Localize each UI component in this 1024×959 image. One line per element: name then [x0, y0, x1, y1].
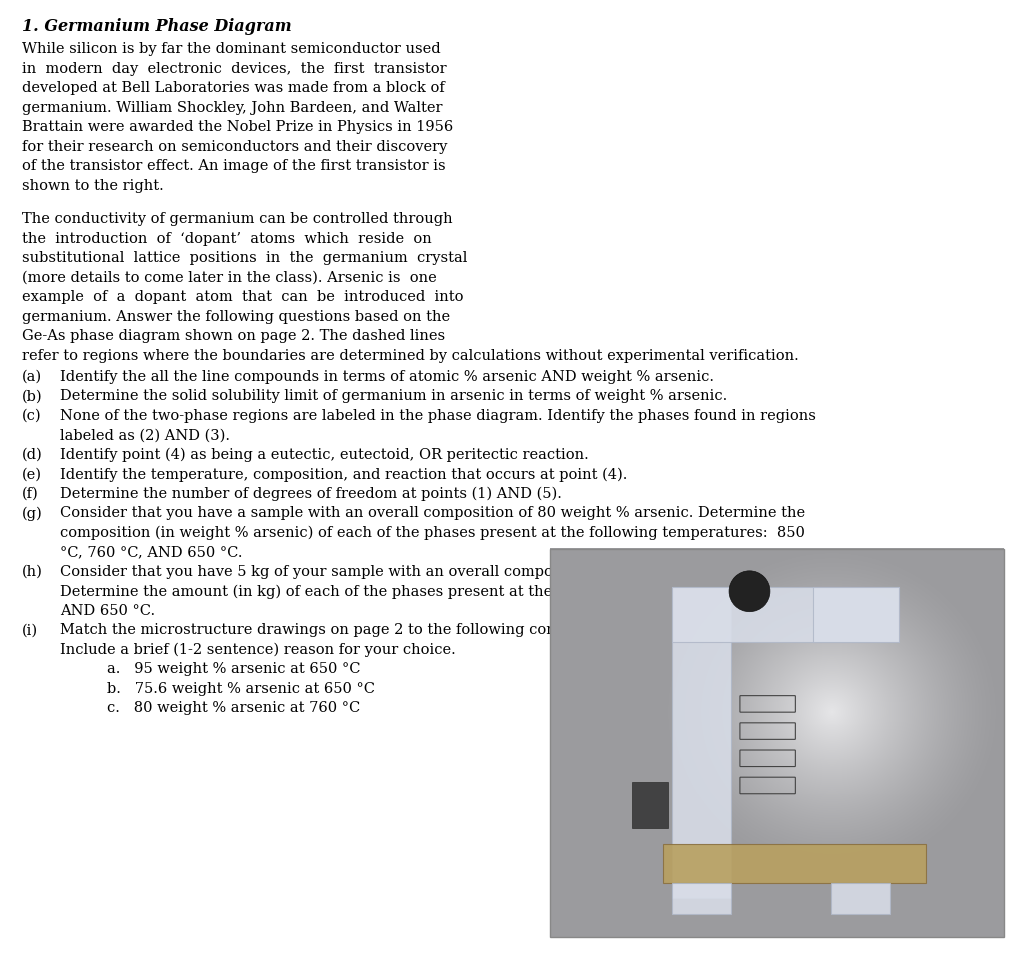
Text: the  introduction  of  ‘dopant’  atoms  which  reside  on: the introduction of ‘dopant’ atoms which… — [22, 231, 432, 246]
Text: 1. Germanium Phase Diagram: 1. Germanium Phase Diagram — [22, 18, 292, 35]
Bar — [632, 782, 668, 829]
Text: of the transistor effect. An image of the first transistor is: of the transistor effect. An image of th… — [22, 159, 445, 174]
Text: AND 650 °C.: AND 650 °C. — [60, 604, 155, 618]
Text: Match the microstructure drawings on page 2 to the following composition/tempera: Match the microstructure drawings on pag… — [60, 623, 804, 638]
Text: Consider that you have 5 kg of your sample with an overall composition of 80 wei: Consider that you have 5 kg of your samp… — [60, 565, 774, 579]
Text: in  modern  day  electronic  devices,  the  first  transistor: in modern day electronic devices, the fi… — [22, 62, 446, 76]
Bar — [673, 587, 731, 898]
Text: a.   95 weight % arsenic at 650 °C: a. 95 weight % arsenic at 650 °C — [106, 663, 360, 676]
Text: Consider that you have a sample with an overall composition of 80 weight % arsen: Consider that you have a sample with an … — [60, 506, 805, 521]
Text: Ge-As phase diagram shown on page 2. The dashed lines: Ge-As phase diagram shown on page 2. The… — [22, 329, 445, 343]
Text: (g): (g) — [22, 506, 43, 521]
Text: (d): (d) — [22, 448, 43, 462]
Text: Determine the amount (in kg) of each of the phases present at the following temp: Determine the amount (in kg) of each of … — [60, 584, 792, 598]
Text: Identify point (4) as being a eutectic, eutectoid, OR peritectic reaction.: Identify point (4) as being a eutectic, … — [60, 448, 589, 462]
Text: b.   75.6 weight % arsenic at 650 °C: b. 75.6 weight % arsenic at 650 °C — [106, 682, 375, 696]
Text: (f): (f) — [22, 487, 39, 501]
Text: labeled as (2) AND (3).: labeled as (2) AND (3). — [60, 429, 230, 442]
Text: °C, 760 °C, AND 650 °C.: °C, 760 °C, AND 650 °C. — [60, 546, 243, 559]
Text: (i): (i) — [22, 623, 38, 638]
Bar — [673, 882, 731, 914]
Text: Include a brief (1-2 sentence) reason for your choice.: Include a brief (1-2 sentence) reason fo… — [60, 643, 456, 657]
Text: Brattain were awarded the Nobel Prize in Physics in 1956: Brattain were awarded the Nobel Prize in… — [22, 121, 454, 134]
Text: Identify the temperature, composition, and reaction that occurs at point (4).: Identify the temperature, composition, a… — [60, 467, 628, 481]
Text: (a): (a) — [22, 370, 42, 384]
Bar — [673, 587, 899, 642]
Circle shape — [729, 571, 770, 612]
Bar — [813, 587, 899, 642]
Text: (b): (b) — [22, 389, 43, 404]
Text: Determine the number of degrees of freedom at points (1) AND (5).: Determine the number of degrees of freed… — [60, 487, 562, 502]
Text: for their research on semiconductors and their discovery: for their research on semiconductors and… — [22, 140, 447, 153]
Text: Identify the all the line compounds in terms of atomic % arsenic AND weight % ar: Identify the all the line compounds in t… — [60, 370, 714, 384]
Text: refer to regions where the boundaries are determined by calculations without exp: refer to regions where the boundaries ar… — [22, 348, 799, 363]
Text: composition (in weight % arsenic) of each of the phases present at the following: composition (in weight % arsenic) of eac… — [60, 526, 805, 540]
Text: (c): (c) — [22, 409, 42, 423]
Text: developed at Bell Laboratories was made from a block of: developed at Bell Laboratories was made … — [22, 82, 444, 95]
Text: substitutional  lattice  positions  in  the  germanium  crystal: substitutional lattice positions in the … — [22, 251, 467, 265]
Text: germanium. William Shockley, John Bardeen, and Walter: germanium. William Shockley, John Bardee… — [22, 101, 442, 115]
Text: Determine the solid solubility limit of germanium in arsenic in terms of weight : Determine the solid solubility limit of … — [60, 389, 727, 404]
Bar — [664, 844, 927, 882]
Bar — [550, 549, 1004, 937]
Text: (h): (h) — [22, 565, 43, 579]
Text: (more details to come later in the class). Arsenic is  one: (more details to come later in the class… — [22, 270, 437, 285]
Text: The conductivity of germanium can be controlled through: The conductivity of germanium can be con… — [22, 212, 453, 226]
Text: While silicon is by far the dominant semiconductor used: While silicon is by far the dominant sem… — [22, 42, 440, 57]
Bar — [831, 882, 890, 914]
Text: germanium. Answer the following questions based on the: germanium. Answer the following question… — [22, 310, 451, 323]
Text: None of the two-phase regions are labeled in the phase diagram. Identify the pha: None of the two-phase regions are labele… — [60, 409, 816, 423]
Text: (e): (e) — [22, 467, 42, 481]
Text: c.   80 weight % arsenic at 760 °C: c. 80 weight % arsenic at 760 °C — [106, 701, 360, 715]
Text: shown to the right.: shown to the right. — [22, 179, 164, 193]
Text: example  of  a  dopant  atom  that  can  be  introduced  into: example of a dopant atom that can be int… — [22, 290, 464, 304]
